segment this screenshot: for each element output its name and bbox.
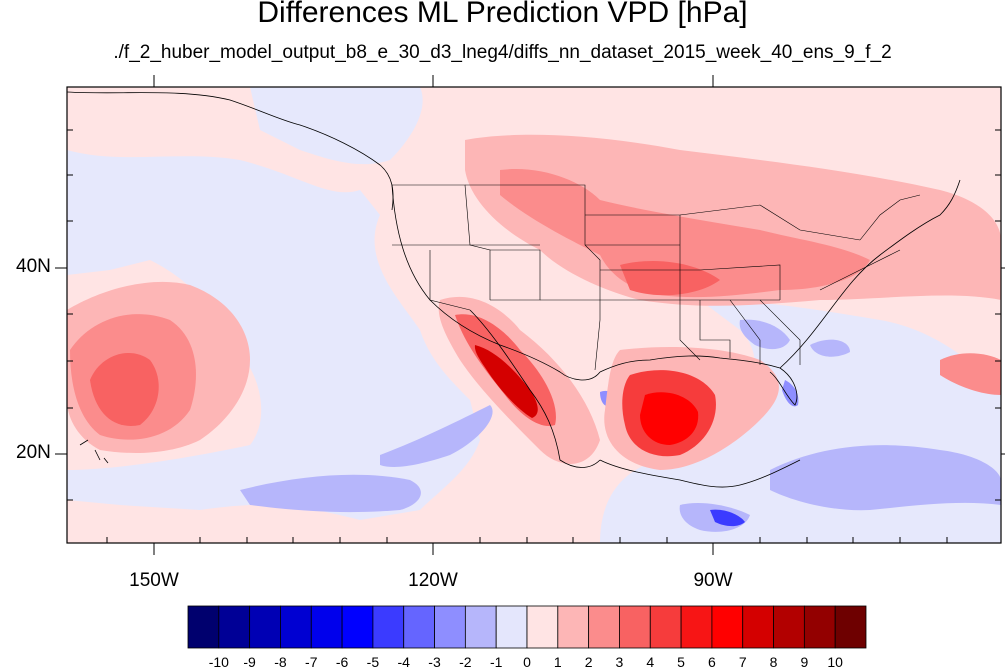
colorbar-tick-label: -10	[208, 654, 229, 670]
colorbar-tick-label: 4	[646, 654, 655, 670]
northwest-slight-negative-region	[250, 87, 423, 165]
colorbar	[187, 605, 867, 649]
lon-label-150w: 150W	[129, 570, 179, 591]
colorbar-tick-label: 2	[584, 654, 593, 670]
colorbar-tick-label: -3	[428, 654, 441, 670]
state-boundaries	[392, 184, 921, 371]
east-coast-positive	[940, 353, 1001, 395]
colorbar-swatch	[403, 605, 435, 649]
colorbar-swatch	[310, 605, 343, 649]
colorbar-swatch	[526, 605, 559, 649]
colorbar-swatch	[495, 605, 528, 649]
colorbar-swatch	[218, 605, 251, 649]
pacific-positive-core	[90, 352, 159, 426]
colorbar-swatch	[834, 605, 867, 649]
southeast-negative	[739, 319, 790, 350]
colorbar-swatch	[557, 605, 590, 649]
california-positive-core	[474, 345, 538, 418]
colorbar-tick-label: -5	[366, 654, 380, 670]
central-america-strong-negative	[710, 509, 745, 527]
baja-offshore-negative	[380, 405, 493, 467]
colorbar-swatch	[588, 605, 620, 649]
colorbar-tick-label: 9	[800, 654, 809, 670]
florida-negative	[782, 380, 799, 407]
atlantic-negative	[810, 339, 850, 357]
map-field	[67, 87, 1001, 543]
colorbar-swatch	[249, 605, 281, 649]
colorbar-swatch	[619, 605, 651, 649]
caribbean-negative-region	[770, 445, 1001, 511]
colorbar-swatch	[280, 605, 312, 649]
colorbar-swatch	[773, 605, 805, 649]
colorbar-swatch	[649, 605, 682, 649]
colorbar-tick-label: -9	[243, 654, 256, 670]
colorbar-swatch	[680, 605, 713, 649]
midwest-positive-core	[620, 260, 720, 296]
colorbar-swatch	[187, 605, 220, 649]
pacific-slight-negative-region	[67, 150, 480, 520]
colorbar-tick-label: -8	[274, 654, 287, 670]
colorbar-tick-label: 0	[523, 654, 531, 670]
colorbar-tick-label: 7	[738, 654, 747, 670]
colorbar-swatch	[434, 605, 466, 649]
map-frame	[66, 86, 1002, 544]
colorbar-tick-label: 3	[615, 654, 624, 670]
axis-ticks	[55, 75, 1005, 555]
lat-label-40n: 40N	[16, 256, 51, 277]
colorbar-swatch	[464, 605, 497, 649]
pacific-negative-band	[240, 474, 421, 513]
coastlines	[67, 91, 961, 488]
colorbar-tick-label: 5	[677, 654, 685, 670]
colorbar-swatch	[711, 605, 744, 649]
map-title: Differences ML Prediction VPD [hPa]	[257, 0, 748, 29]
colorbar-tick-label: -7	[305, 654, 318, 670]
colorbar-swatch	[372, 605, 405, 649]
colorbar-tick-label: -4	[397, 654, 410, 670]
lat-label-20n: 20N	[16, 442, 51, 463]
gulf-positive-core	[640, 392, 699, 445]
colorbar-swatch	[341, 605, 374, 649]
colorbar-tick-label: 10	[827, 654, 843, 670]
colorbar-swatch	[803, 605, 836, 649]
colorbar-tick-label: 1	[553, 654, 562, 670]
colorbar-tick-label: 6	[708, 654, 716, 670]
lon-label-90w: 90W	[693, 570, 733, 591]
colorbar-tick-label: -2	[459, 654, 472, 670]
map-subtitle: ./f_2_huber_model_output_b8_e_30_d3_lneg…	[113, 42, 892, 63]
colorbar-swatch	[742, 605, 774, 649]
colorbar-tick-label: -1	[489, 654, 503, 670]
lon-label-120w: 120W	[408, 570, 458, 591]
colorbar-tick-label: 8	[769, 654, 778, 670]
colorbar-tick-label: -6	[335, 654, 349, 670]
